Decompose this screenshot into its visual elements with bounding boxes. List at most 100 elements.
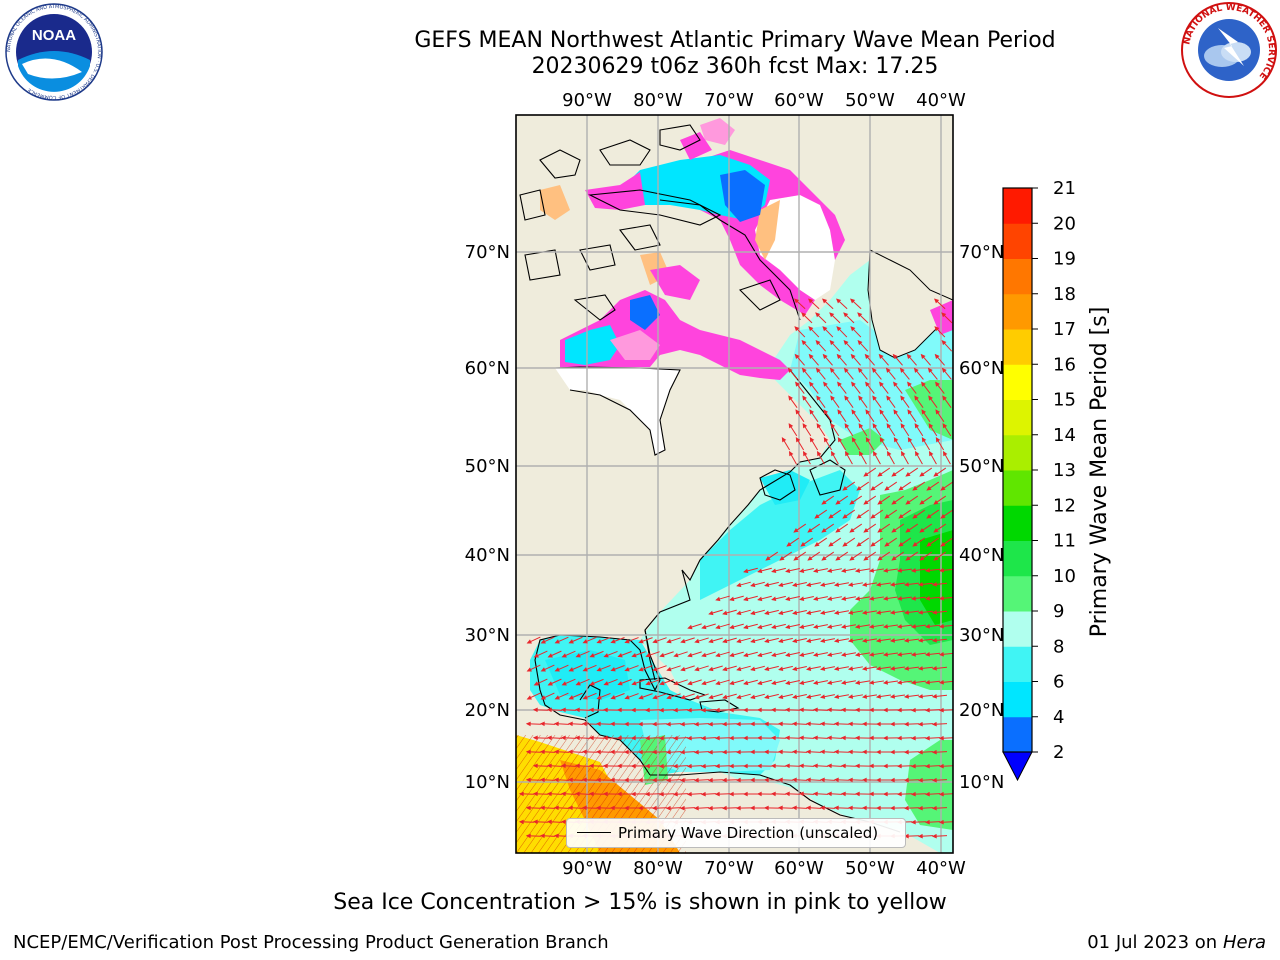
wave-arrow-head [882,680,889,685]
wave-arrow-head [910,652,916,657]
wave-arrow-head [812,791,818,797]
wave-arrow-head [595,721,601,727]
wave-arrow-head [903,638,909,643]
wave-arrow-head [644,707,650,713]
wave-arrow-head [764,666,770,672]
wave-arrow-head [861,638,868,643]
wave-arrow-head [644,735,650,741]
wave-arrow-head [835,499,841,505]
wave-arrow-head [840,596,847,601]
wave-arrow-head [553,805,559,811]
wave-arrow-head [829,312,835,318]
wave-arrow-head [721,805,727,811]
wave-arrow-head [924,624,930,629]
wave-arrow-head [819,749,825,755]
wave-arrow-head [631,652,637,658]
lat-label: 20°N [465,700,510,721]
wave-arrow-head [778,694,784,700]
wave-arrow-head [914,450,920,457]
wave-arrow-head [899,367,905,373]
wave-arrow-head [854,735,860,741]
wave-arrow-head [792,582,798,587]
wave-arrow-head [756,763,762,769]
wave-arrow-head [574,735,580,741]
wave-arrow-head [567,777,573,783]
wave-arrow-head [826,652,833,657]
colorbar-underflow-arrow [1002,751,1033,782]
wave-arrow-head [868,791,874,797]
wave-arrow-head [868,652,875,657]
wave-arrow-head [624,638,630,644]
lat-label: 60°N [465,358,510,379]
wave-arrow-head [567,721,573,727]
wave-arrow-head [546,819,552,825]
wave-arrow-head [788,395,793,401]
colorbar-tick-label: 16 [1053,354,1076,375]
wave-arrow-head [823,381,828,387]
wave-arrow-head [854,680,861,685]
wave-arrow-head [903,721,909,727]
wave-arrow-head [910,707,916,713]
wave-arrow-head [919,527,925,533]
wave-arrow-head [750,610,756,616]
lat-labels-right: 70°N 60°N 50°N 40°N 30°N 20°N 10°N [959,242,1004,793]
wave-arrow-head [721,749,727,755]
wave-arrow-head [903,749,909,755]
wave-arrow-head [728,791,734,797]
wave-arrow-head [791,749,797,755]
wave-arrow-head [875,805,881,811]
wave-arrow-head [631,680,637,686]
colorbar-segment [1003,646,1032,682]
wave-arrow-head [905,555,911,561]
wave-arrow-head [861,610,868,615]
wave-arrow-head [616,707,622,713]
greenland [867,249,953,359]
wave-arrow-head [882,707,888,713]
wave-arrow-head [575,653,581,658]
wave-arrow-head [805,749,811,755]
wave-arrow-head [785,680,791,686]
wave-arrow-head [794,298,800,304]
wave-arrow-head [637,777,643,783]
lon-labels-bottom: 90°W 80°W 70°W 60°W 50°W 40°W [562,858,966,879]
wave-arrow-head [938,680,944,685]
colorbar-segment [1003,329,1032,365]
wave-direction-arrows [518,298,953,839]
wave-arrow-head [882,763,888,769]
colorbar-segment [1003,188,1032,224]
wave-arrow-head [554,695,560,700]
wave-arrow-head [714,707,720,713]
wave-arrow-head [672,791,678,797]
wave-arrow-head [574,763,580,769]
wave-arrow-head [892,353,898,359]
wave-arrow-head [942,395,947,401]
wave-arrow-head [917,666,923,671]
wave-arrow-head [708,610,714,616]
wave-arrow-head [875,610,882,615]
wave-arrow-head [765,555,771,561]
wave-arrow-head [792,610,798,615]
wave-arrow-head [526,639,532,644]
wave-arrow-head [842,485,848,491]
machine-name: Hera [1222,932,1266,953]
wave-arrow-head [875,694,882,699]
colorbar-tick-label: 14 [1053,425,1076,446]
wave-arrow-head [540,639,546,644]
wave-arrow-head [941,312,947,318]
wave-arrow-head [805,721,811,727]
wave-arrow-head [679,777,685,783]
colorbar-segment [1003,575,1032,612]
wave-arrow-head [749,721,755,727]
lat-label: 70°N [465,242,510,263]
wave-arrow-head [596,639,602,644]
wave-arrow-head [935,381,940,387]
wave-arrow-head [840,680,847,685]
wave-arrow-head [736,694,742,700]
wave-arrow-head [917,638,923,643]
colorbar-segment [1003,223,1032,259]
wave-arrow-head [820,582,826,587]
wave-arrow-head [927,367,933,373]
wave-arrow-head [539,805,545,811]
wave-arrow-head [905,499,911,505]
wave-arrow-head [931,721,937,727]
